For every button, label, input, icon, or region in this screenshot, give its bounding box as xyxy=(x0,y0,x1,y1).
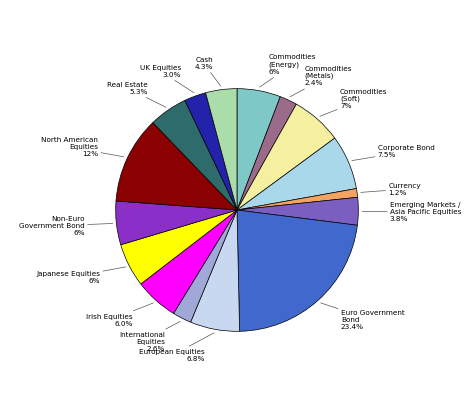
Text: European Equities
6.8%: European Equities 6.8% xyxy=(139,333,214,362)
Wedge shape xyxy=(237,138,356,210)
Wedge shape xyxy=(237,197,358,225)
Wedge shape xyxy=(237,210,357,331)
Wedge shape xyxy=(237,104,335,210)
Text: Commodities
(Energy)
6%: Commodities (Energy) 6% xyxy=(260,54,316,87)
Text: International
Equities
2.6%: International Equities 2.6% xyxy=(119,321,180,352)
Text: Corporate Bond
7.5%: Corporate Bond 7.5% xyxy=(352,145,435,160)
Text: Currency
1.2%: Currency 1.2% xyxy=(361,183,421,196)
Wedge shape xyxy=(237,97,296,210)
Text: North American
Equities
12%: North American Equities 12% xyxy=(41,137,124,157)
Wedge shape xyxy=(206,89,237,210)
Wedge shape xyxy=(116,201,237,245)
Wedge shape xyxy=(185,93,237,210)
Text: Cash
4.3%: Cash 4.3% xyxy=(194,57,221,86)
Text: Real Estate
5.3%: Real Estate 5.3% xyxy=(107,82,166,107)
Wedge shape xyxy=(116,123,237,210)
Text: Emerging Markets /
Asia Pacific Equities
3.8%: Emerging Markets / Asia Pacific Equities… xyxy=(362,202,461,222)
Wedge shape xyxy=(141,210,237,313)
Wedge shape xyxy=(121,210,237,284)
Text: UK Equities
3.0%: UK Equities 3.0% xyxy=(140,65,194,93)
Text: Non-Euro
Government Bond
6%: Non-Euro Government Bond 6% xyxy=(19,216,113,236)
Wedge shape xyxy=(153,100,237,210)
Wedge shape xyxy=(191,210,239,331)
Text: Commodities
(Metals)
2.4%: Commodities (Metals) 2.4% xyxy=(290,66,352,97)
Text: Euro Government
Bond
23.4%: Euro Government Bond 23.4% xyxy=(320,303,405,330)
Text: Commodities
(Soft)
7%: Commodities (Soft) 7% xyxy=(320,89,387,116)
Wedge shape xyxy=(237,189,358,210)
Wedge shape xyxy=(173,210,237,322)
Text: Japanese Equities
6%: Japanese Equities 6% xyxy=(36,267,126,284)
Text: Irish Equities
6.0%: Irish Equities 6.0% xyxy=(86,303,154,326)
Wedge shape xyxy=(237,89,280,210)
